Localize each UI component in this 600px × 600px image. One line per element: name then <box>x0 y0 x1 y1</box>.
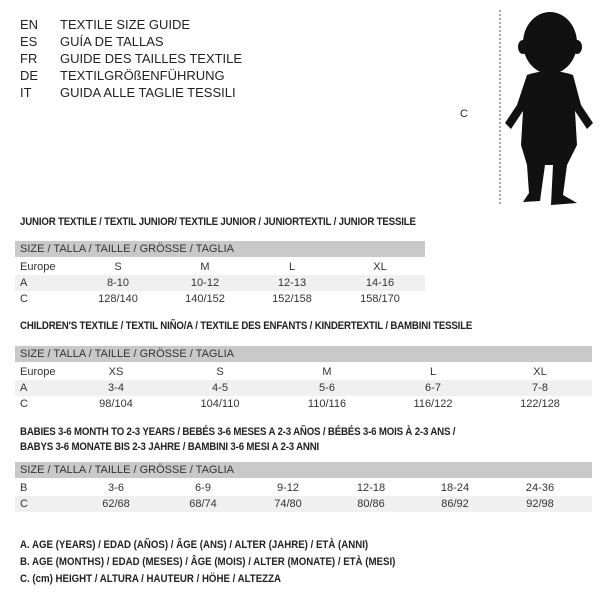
cell: 5-6 <box>319 382 335 394</box>
lang-title: GUÍA DE TALLAS <box>60 34 164 49</box>
lang-code: EN <box>20 17 39 32</box>
cell: 9-12 <box>276 482 300 494</box>
lang-code: DE <box>20 68 39 83</box>
cell: 98/104 <box>99 398 133 410</box>
children-size-table: SIZE / TALLA / TAILLE / GRÖSSE / TAGLIA … <box>15 346 592 412</box>
cell: XL <box>373 261 387 273</box>
cell: 62/68 <box>102 498 130 510</box>
table-row: Europe S M L XL <box>15 259 425 275</box>
cell: L <box>288 261 296 273</box>
row-label: C <box>20 293 28 305</box>
cell: 12-18 <box>356 482 386 494</box>
table-header: SIZE / TALLA / TAILLE / GRÖSSE / TAGLIA <box>15 241 425 257</box>
legend-a: A. AGE (YEARS) / EDAD (AÑOS) / ÂGE (ANS)… <box>20 539 369 551</box>
babies-heading-line1: BABIES 3-6 MONTH TO 2-3 YEARS / BEBÉS 3-… <box>20 426 456 438</box>
cell: 10-12 <box>190 277 220 289</box>
table-row: C 98/104 104/110 110/116 116/122 122/128 <box>15 396 592 412</box>
cell: 24-36 <box>525 482 555 494</box>
lang-title: TEXTILE SIZE GUIDE <box>60 17 191 32</box>
title-de: DE TEXTILGRÖßENFÜHRUNG <box>20 67 225 84</box>
table-row: Europe XS S M L XL <box>15 364 592 380</box>
lang-code: FR <box>20 51 38 66</box>
table-row: C 128/140 140/152 152/158 158/170 <box>15 291 425 307</box>
cell: 4-5 <box>212 382 228 394</box>
cell: 3-6 <box>108 482 124 494</box>
cell: 152/158 <box>272 293 312 305</box>
cell: XS <box>108 366 124 378</box>
lang-title: TEXTILGRÖßENFÜHRUNG <box>60 68 225 83</box>
height-label: C <box>460 108 468 120</box>
cell: 8-10 <box>106 277 130 289</box>
lang-title: GUIDE DES TAILLES TEXTILE <box>60 51 243 66</box>
table-row: A 3-4 4-5 5-6 6-7 7-8 <box>15 380 592 396</box>
cell: M <box>322 366 332 378</box>
table-row: B 3-6 6-9 9-12 12-18 18-24 24-36 <box>15 480 592 496</box>
row-label: C <box>20 398 28 410</box>
title-it: IT GUIDA ALLE TAGLIE TESSILI <box>20 84 236 101</box>
cell: 158/170 <box>360 293 400 305</box>
cell: 128/140 <box>98 293 138 305</box>
row-label: A <box>20 382 28 394</box>
table-row: A 8-10 10-12 12-13 14-16 <box>15 275 425 291</box>
cell: 74/80 <box>274 498 302 510</box>
cell: 6-7 <box>425 382 441 394</box>
junior-heading: JUNIOR TEXTILE / TEXTIL JUNIOR/ TEXTILE … <box>20 216 416 228</box>
legend-c: C. (cm) HEIGHT / ALTURA / HAUTEUR / HÖHE… <box>20 573 282 585</box>
table-row: C 62/68 68/74 74/80 80/86 86/92 92/98 <box>15 496 592 512</box>
cell: 68/74 <box>189 498 217 510</box>
cell: 7-8 <box>532 382 548 394</box>
cell: L <box>429 366 437 378</box>
lang-title: GUIDA ALLE TAGLIE TESSILI <box>60 85 236 100</box>
cell: 3-4 <box>108 382 124 394</box>
child-silhouette-icon <box>499 10 593 205</box>
title-es: ES GUÍA DE TALLAS <box>20 33 164 50</box>
cell: 12-13 <box>277 277 307 289</box>
cell: 110/116 <box>307 398 347 410</box>
lang-code: ES <box>20 34 38 49</box>
title-fr: FR GUIDE DES TAILLES TEXTILE <box>20 50 242 67</box>
cell: S <box>216 366 224 378</box>
legend-b: B. AGE (MONTHS) / EDAD (MESES) / ÂGE (MO… <box>20 556 396 568</box>
cell: M <box>200 261 210 273</box>
babies-heading-line2: BABYS 3-6 MONATE BIS 2-3 JAHRE / BAMBINI… <box>20 441 320 453</box>
cell: 140/152 <box>185 293 225 305</box>
cell: 116/122 <box>413 398 453 410</box>
cell: 92/98 <box>526 498 554 510</box>
table-header: SIZE / TALLA / TAILLE / GRÖSSE / TAGLIA <box>15 346 592 362</box>
cell: S <box>114 261 122 273</box>
cell: XL <box>533 366 547 378</box>
table-header: SIZE / TALLA / TAILLE / GRÖSSE / TAGLIA <box>15 462 592 478</box>
row-label: A <box>20 277 28 289</box>
cell: 14-16 <box>365 277 395 289</box>
row-label: Europe <box>20 366 56 378</box>
row-label: Europe <box>20 261 56 273</box>
cell: 86/92 <box>441 498 469 510</box>
babies-size-table: SIZE / TALLA / TAILLE / GRÖSSE / TAGLIA … <box>15 462 592 512</box>
title-en: EN TEXTILE SIZE GUIDE <box>20 16 190 33</box>
cell: 18-24 <box>440 482 470 494</box>
junior-size-table: SIZE / TALLA / TAILLE / GRÖSSE / TAGLIA … <box>15 241 425 307</box>
cell: 6-9 <box>195 482 211 494</box>
lang-code: IT <box>20 85 32 100</box>
row-label: B <box>20 482 28 494</box>
row-label: C <box>20 498 28 510</box>
cell: 122/128 <box>520 398 560 410</box>
cell: 104/110 <box>200 398 240 410</box>
cell: 80/86 <box>357 498 385 510</box>
children-heading: CHILDREN'S TEXTILE / TEXTIL NIÑO/A / TEX… <box>20 320 473 332</box>
